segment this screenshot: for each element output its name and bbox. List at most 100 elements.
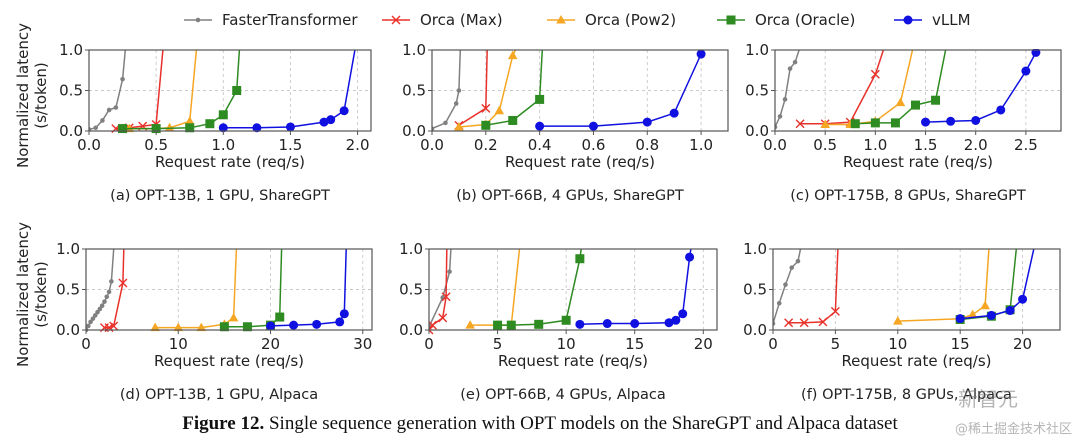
series-orca-max-: [795, 49, 885, 129]
y-tick-label: 0.5: [743, 281, 767, 299]
data-point: [326, 115, 336, 125]
marker-stroke: [481, 103, 491, 113]
series-fastertransformer: [775, 49, 800, 130]
y-tick-label: 1.0: [745, 41, 769, 59]
data-point: [150, 322, 160, 332]
x-tick-label: 5: [831, 335, 841, 353]
data-point: [642, 117, 652, 127]
data-point: [106, 107, 112, 113]
legend-label: Orca (Pow2): [585, 11, 676, 29]
marker-stroke: [438, 313, 448, 323]
series-fastertransformer: [432, 49, 462, 131]
y-tick-label: 0.0: [59, 122, 83, 140]
data-point: [453, 101, 459, 106]
data-point: [493, 320, 503, 330]
data-point: [507, 50, 518, 60]
series-line: [223, 49, 356, 129]
data-point: [685, 252, 695, 262]
x-axis-label: Request rate (req/s): [498, 352, 648, 370]
series-orca-pow2-: [465, 248, 521, 329]
data-point: [910, 100, 920, 110]
y-axis-label: Normalized latency: [14, 222, 32, 367]
x-tick-label: 20: [694, 335, 713, 353]
x-tick-label: 1.5: [278, 136, 302, 154]
x-tick-label: 1.0: [211, 136, 235, 154]
x-tick-label: 0: [424, 335, 434, 353]
data-point: [534, 319, 544, 329]
series-line: [470, 248, 521, 326]
series-line: [800, 49, 885, 125]
series-group: [86, 248, 349, 333]
data-point: [506, 320, 516, 330]
x-tick-label: 0.0: [420, 136, 444, 154]
marker-stroke: [429, 329, 434, 335]
y-axis-label: Normalized latency: [14, 23, 32, 168]
data-point: [787, 66, 793, 71]
x-axis-label: Request rate (req/s): [841, 352, 991, 370]
series-group: [89, 49, 356, 134]
data-point: [109, 321, 119, 331]
legend-marker: [556, 15, 566, 24]
marker-stroke: [441, 292, 451, 302]
y-tick-label: 1.0: [402, 41, 426, 59]
data-point: [1005, 306, 1015, 316]
y-tick-label: 0.0: [402, 122, 426, 140]
series-vllm: [955, 248, 1035, 324]
data-point: [946, 116, 956, 126]
data-point: [795, 258, 801, 264]
data-point: [921, 117, 931, 127]
data-point: [986, 310, 996, 320]
series-orca-pow2-: [150, 248, 239, 332]
marker-stroke: [109, 321, 119, 331]
x-tick-label: 20: [1013, 335, 1032, 353]
x-tick-label: 0.0: [763, 136, 787, 154]
data-point: [205, 119, 215, 129]
y-tick-label: 0.5: [59, 82, 83, 100]
figure-caption: Figure 12. Single sequence generation wi…: [0, 413, 1080, 435]
x-tick-label: 30: [353, 335, 372, 353]
panel-subtitle: (f) OPT-175B, 8 GPUs, Alpaca: [801, 387, 1012, 403]
series-fastertransformer: [773, 248, 802, 326]
data-point: [870, 118, 880, 128]
y-tick-label: 0.0: [399, 321, 423, 339]
x-tick-label: 20: [261, 335, 280, 353]
y-tick-label: 0.5: [402, 82, 426, 100]
data-point: [850, 119, 860, 129]
grid: [773, 249, 1060, 330]
marker-stroke: [795, 119, 805, 129]
series-orca-oracle-: [850, 49, 947, 129]
data-point: [575, 319, 585, 329]
data-point: [266, 321, 276, 331]
series-group: [429, 248, 695, 335]
data-point: [870, 69, 880, 79]
panel-subtitle: (d) OPT-13B, 1 GPU, Alpaca: [120, 387, 318, 403]
series-orca-max-: [429, 248, 451, 335]
data-point: [602, 319, 612, 329]
data-point: [1018, 294, 1028, 304]
data-point: [955, 314, 965, 324]
data-point: [678, 309, 688, 319]
x-tick-label: 0.5: [144, 136, 168, 154]
data-point: [99, 303, 105, 309]
data-point: [242, 322, 252, 332]
series-vllm: [266, 248, 349, 331]
data-point: [339, 309, 349, 319]
data-point: [1031, 49, 1041, 57]
series-group: [775, 49, 1041, 130]
x-axis-label: Request rate (req/s): [505, 153, 655, 171]
legend-item-orca-oracle-: Orca (Oracle): [717, 11, 855, 29]
data-point: [588, 121, 598, 131]
x-tick-label: 0.8: [635, 136, 659, 154]
data-point: [789, 265, 795, 270]
data-point: [218, 110, 228, 120]
data-point: [931, 95, 941, 105]
data-point: [104, 294, 110, 300]
series-line: [432, 49, 462, 130]
data-point: [113, 105, 119, 110]
data-point: [456, 88, 462, 93]
data-point: [118, 278, 128, 288]
data-point: [429, 325, 434, 335]
data-point: [508, 115, 518, 125]
data-point: [219, 322, 229, 332]
